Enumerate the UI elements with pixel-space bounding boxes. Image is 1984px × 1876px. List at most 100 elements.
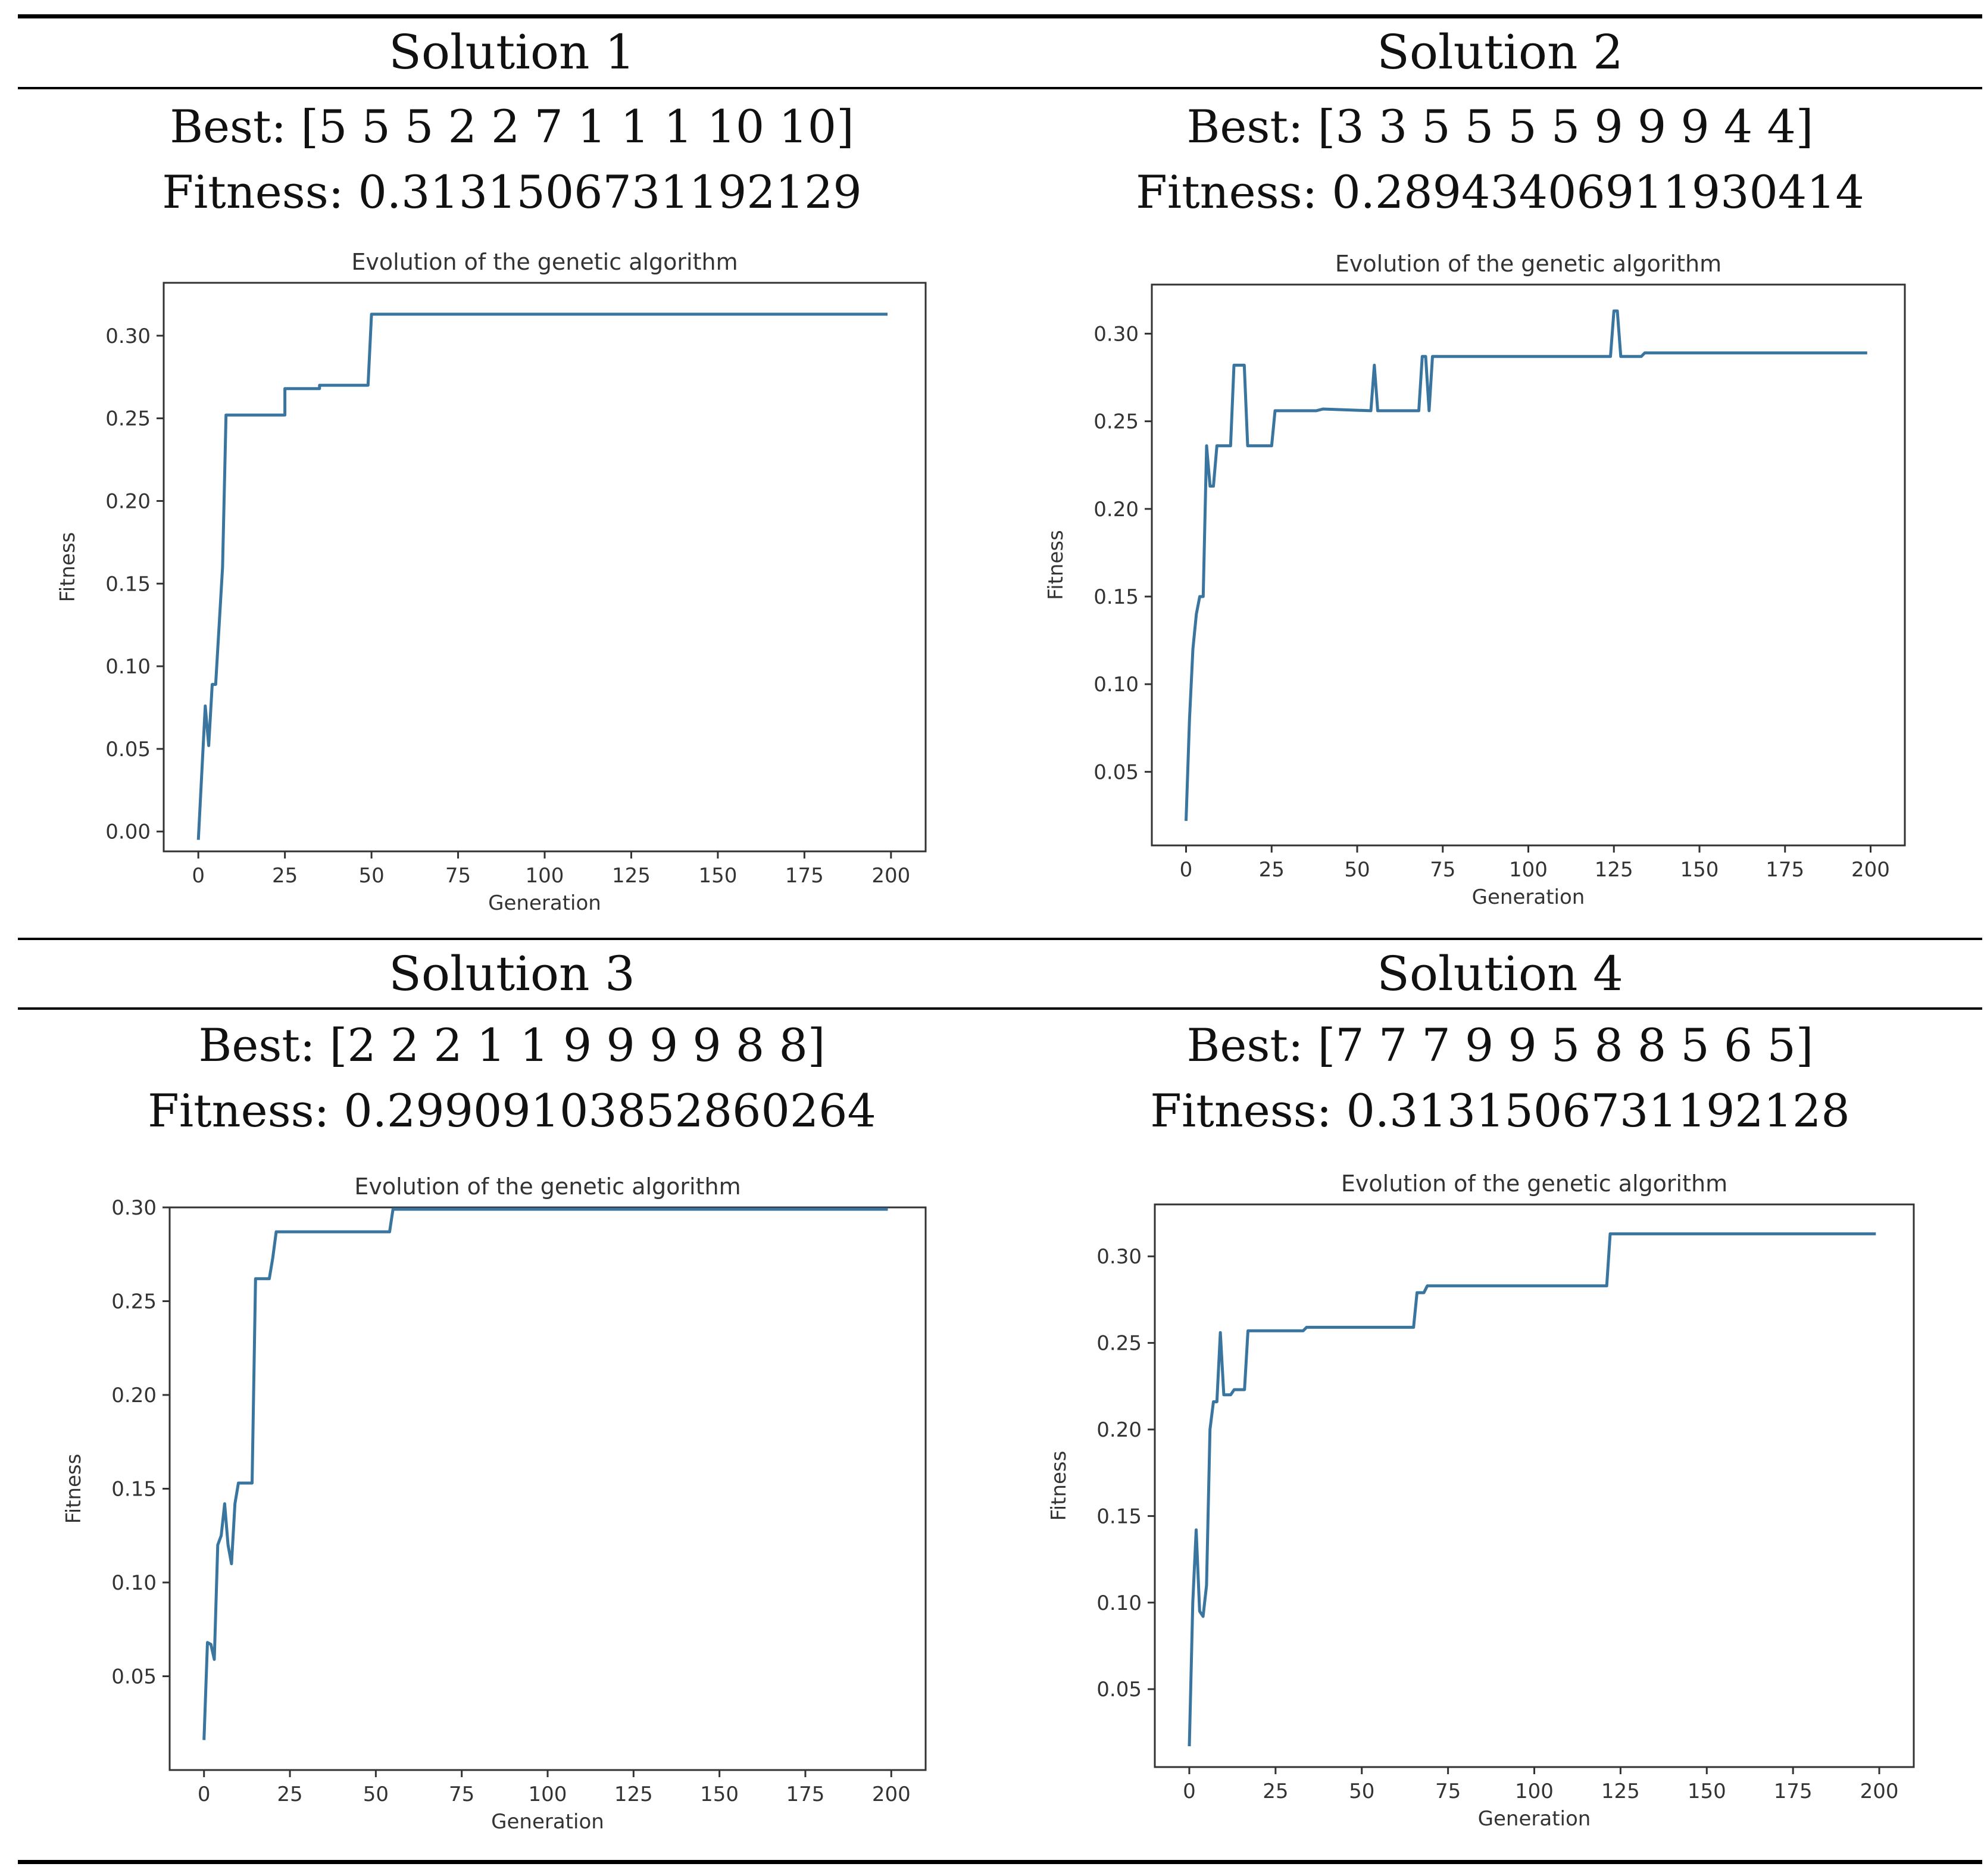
x-tick-label: 100	[1515, 1780, 1554, 1803]
y-tick-label: 0.00	[105, 820, 151, 844]
best-values: Best: [3 3 5 5 5 5 9 9 9 4 4]	[1186, 100, 1814, 153]
fitness-value: Fitness: 0.28943406911930414	[1136, 166, 1864, 218]
fitness-series-line	[1185, 309, 1867, 821]
y-tick-label: 0.15	[105, 572, 151, 596]
x-tick-label: 100	[526, 864, 564, 888]
fitness-series-line	[1188, 1232, 1876, 1747]
table-top-rule	[18, 14, 1982, 18]
solution-cell-3: Solution 3 Best: [2 2 2 1 1 9 9 9 9 8 8]…	[18, 939, 1006, 1860]
plot-frame	[1154, 1203, 1915, 1768]
x-tick-label: 50	[1349, 1780, 1374, 1803]
fitness-value: Fitness: 0.29909103852860264	[148, 1084, 876, 1137]
y-tick-label: 0.15	[111, 1478, 157, 1502]
x-tick-label: 175	[1766, 858, 1804, 882]
table-bottom-rule	[18, 1860, 1982, 1864]
x-tick-label: 50	[363, 1783, 389, 1806]
row1-header-rule	[18, 87, 1982, 89]
best-values: Best: [5 5 5 2 2 7 1 1 1 10 10]	[170, 100, 854, 153]
solution-title: Solution 1	[389, 24, 635, 80]
x-tick-label: 125	[614, 1783, 653, 1806]
y-axis-label: Fitness	[1044, 530, 1068, 600]
x-tick-label: 175	[786, 1783, 825, 1806]
x-tick-label: 100	[529, 1783, 567, 1806]
x-axis-label: Generation	[1478, 1807, 1591, 1831]
x-tick-label: 75	[449, 1783, 474, 1806]
y-tick-label: 0.10	[105, 655, 151, 679]
x-tick-label: 125	[1595, 858, 1633, 882]
y-tick-label: 0.05	[111, 1665, 157, 1689]
y-tick-label: 0.20	[111, 1384, 157, 1407]
y-tick-label: 0.30	[105, 324, 151, 348]
x-tick-label: 150	[700, 1783, 739, 1806]
y-tick-label: 0.30	[111, 1196, 157, 1220]
fitness-value: Fitness: 0.3131506731192128	[1150, 1084, 1850, 1137]
y-tick-label: 0.25	[1093, 410, 1139, 434]
x-tick-label: 200	[871, 864, 910, 888]
fitness-value: Fitness: 0.3131506731192129	[162, 166, 862, 218]
x-axis-label: Generation	[1472, 885, 1585, 909]
row2-header-rule	[18, 1007, 1982, 1010]
fitness-series-line	[202, 1207, 888, 1740]
chart-title: Evolution of the genetic algorithm	[1335, 251, 1721, 277]
x-tick-label: 75	[445, 864, 471, 888]
chart-title: Evolution of the genetic algorithm	[351, 249, 738, 275]
x-tick-label: 125	[1601, 1780, 1640, 1803]
chart-title: Evolution of the genetic algorithm	[354, 1173, 741, 1200]
plot-frame	[168, 1206, 927, 1771]
x-tick-label: 175	[1774, 1780, 1813, 1803]
y-tick-label: 0.10	[1096, 1591, 1142, 1615]
y-tick-label: 0.10	[111, 1571, 157, 1595]
x-tick-label: 50	[1344, 858, 1370, 882]
x-tick-label: 25	[277, 1783, 302, 1806]
y-tick-label: 0.15	[1096, 1504, 1142, 1528]
x-tick-label: 25	[1259, 858, 1285, 882]
x-tick-label: 25	[1263, 1780, 1288, 1803]
x-tick-label: 0	[192, 864, 205, 888]
x-axis-label: Generation	[488, 891, 601, 915]
x-tick-label: 75	[1435, 1780, 1461, 1803]
x-tick-label: 200	[1851, 858, 1890, 882]
y-axis-label: Fitness	[62, 1454, 86, 1524]
y-tick-label: 0.05	[105, 738, 151, 761]
solution-cell-2: Solution 2 Best: [3 3 5 5 5 5 9 9 9 4 4]…	[1006, 0, 1984, 938]
x-tick-label: 150	[1680, 858, 1719, 882]
solution-title: Solution 4	[1377, 946, 1623, 1001]
y-tick-label: 0.15	[1093, 585, 1139, 609]
x-tick-label: 150	[1688, 1780, 1726, 1803]
fitness-chart: Evolution of the genetic algorithm 0 25 50 7…	[62, 1173, 927, 1834]
y-tick-label: 0.20	[1096, 1418, 1142, 1442]
best-values: Best: [2 2 2 1 1 9 9 9 9 8 8]	[198, 1019, 826, 1072]
x-tick-label: 50	[358, 864, 384, 888]
chart-title: Evolution of the genetic algorithm	[1341, 1170, 1727, 1197]
x-tick-label: 0	[1180, 858, 1193, 882]
y-tick-label: 0.20	[1093, 498, 1139, 522]
y-axis-label: Fitness	[1047, 1451, 1071, 1521]
x-tick-label: 175	[785, 864, 824, 888]
fitness-chart: Evolution of the genetic algorithm 0 25 50 7…	[1044, 251, 1906, 909]
solution-cell-4: Solution 4 Best: [7 7 7 9 9 5 8 8 5 6 5]…	[1006, 939, 1984, 1860]
plot-frame	[1151, 283, 1906, 847]
row-separator-rule	[18, 938, 1982, 940]
solution-title: Solution 3	[389, 946, 635, 1001]
x-tick-label: 75	[1430, 858, 1455, 882]
solution-title: Solution 2	[1377, 24, 1623, 80]
solution-cell-1: Solution 1 Best: [5 5 5 2 2 7 1 1 1 10 1…	[18, 0, 1006, 938]
fitness-chart: Evolution of the genetic algorithm 0 25 50 7…	[56, 249, 927, 915]
y-tick-label: 0.25	[111, 1290, 157, 1314]
y-tick-label: 0.05	[1096, 1678, 1142, 1702]
x-tick-label: 25	[272, 864, 298, 888]
x-tick-label: 200	[1860, 1780, 1899, 1803]
y-tick-label: 0.30	[1093, 322, 1139, 346]
y-tick-label: 0.25	[1096, 1332, 1142, 1356]
y-axis-label: Fitness	[56, 532, 80, 603]
y-tick-label: 0.20	[105, 489, 151, 513]
x-tick-label: 200	[872, 1783, 911, 1806]
y-tick-label: 0.10	[1093, 673, 1139, 697]
x-axis-label: Generation	[491, 1810, 604, 1834]
x-tick-label: 0	[198, 1783, 211, 1806]
x-tick-label: 125	[612, 864, 651, 888]
x-tick-label: 150	[698, 864, 737, 888]
fitness-series-line	[196, 313, 888, 840]
fitness-chart: Evolution of the genetic algorithm 0 25 50 7…	[1047, 1170, 1915, 1831]
y-tick-label: 0.30	[1096, 1245, 1142, 1269]
